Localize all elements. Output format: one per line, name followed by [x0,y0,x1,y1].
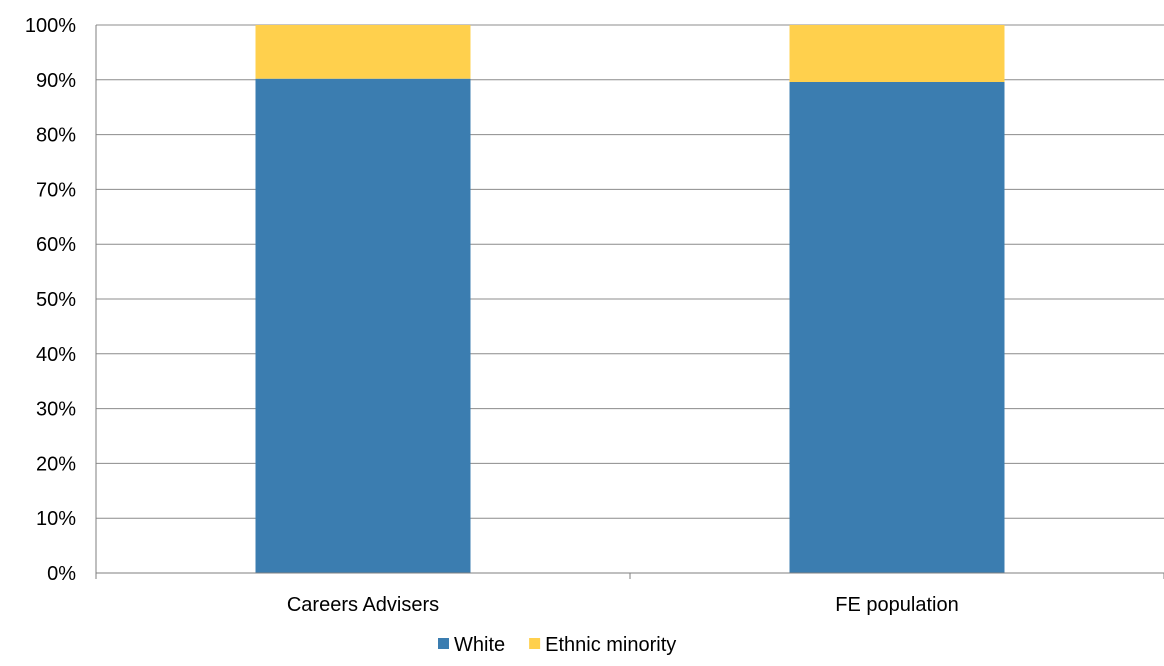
y-tick-label: 10% [36,508,76,530]
y-tick-label: 80% [36,125,76,147]
y-tick-label: 0% [47,563,76,585]
bar-segment [789,81,1005,573]
y-tick-label: 90% [36,70,76,92]
y-tick-label: 50% [36,289,76,311]
x-tick-label: FE population [835,594,958,616]
axes [95,25,1164,579]
y-tick-label: 60% [36,234,76,256]
legend: White Ethnic minority [438,634,676,656]
y-tick-label: 70% [36,179,76,201]
legend-label: Ethnic minority [545,634,676,656]
y-tick-label: 100% [25,15,76,37]
legend-swatch [438,638,449,649]
x-tick-label: Careers Advisers [287,594,439,616]
y-tick-label: 20% [36,453,76,475]
bar-segment [255,78,471,573]
bars [255,25,1005,573]
legend-swatch [529,638,541,649]
x-tick-labels: Careers Advisers FE population [287,594,959,616]
bar-segment [255,25,471,79]
legend-label: White [454,634,505,656]
y-tick-labels: 0% 10% 20% 30% 40% 50% 60% 70% 80% 90% 100% [25,15,76,585]
y-tick-label: 40% [36,344,76,366]
bar-segment [789,25,1005,82]
y-tick-label: 30% [36,399,76,421]
